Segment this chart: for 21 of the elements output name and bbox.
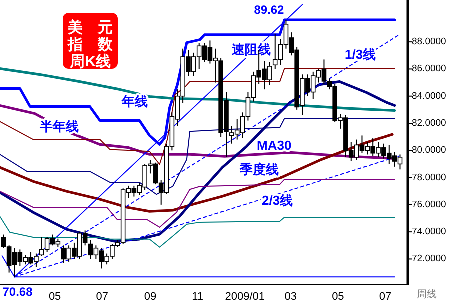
annotation: 89.62 <box>254 3 284 18</box>
y-tick-label: 82.0000 <box>412 118 446 129</box>
x-tick-label: 07 <box>379 291 392 300</box>
x-tick-label: 2009/01 <box>225 291 265 300</box>
x-tick-label: 07 <box>96 291 109 300</box>
y-tick-label: 76.0000 <box>412 199 446 210</box>
y-tick-label: 84.0000 <box>412 90 446 102</box>
x-tick-label: 05 <box>48 291 62 300</box>
x-tick-label: 05 <box>332 291 344 300</box>
x-tick-label: 11 <box>192 291 204 300</box>
title: 美 元指 数周K线 <box>68 20 113 70</box>
x-tick-label: 03 <box>284 291 297 300</box>
y-tick-label: 86.0000 <box>412 64 446 75</box>
y-tick-label: 78.0000 <box>412 172 446 184</box>
x-axis-title: 周线 <box>417 288 437 300</box>
y-tick-label: 72.0000 <box>412 254 446 265</box>
y-tick-label: 80.0000 <box>412 145 446 156</box>
y-tick-label: 74.0000 <box>412 226 446 238</box>
annotation: 70.68 <box>2 285 33 300</box>
y-tick-label: 88.0000 <box>412 36 446 48</box>
x-tick-label: 09 <box>144 291 157 300</box>
